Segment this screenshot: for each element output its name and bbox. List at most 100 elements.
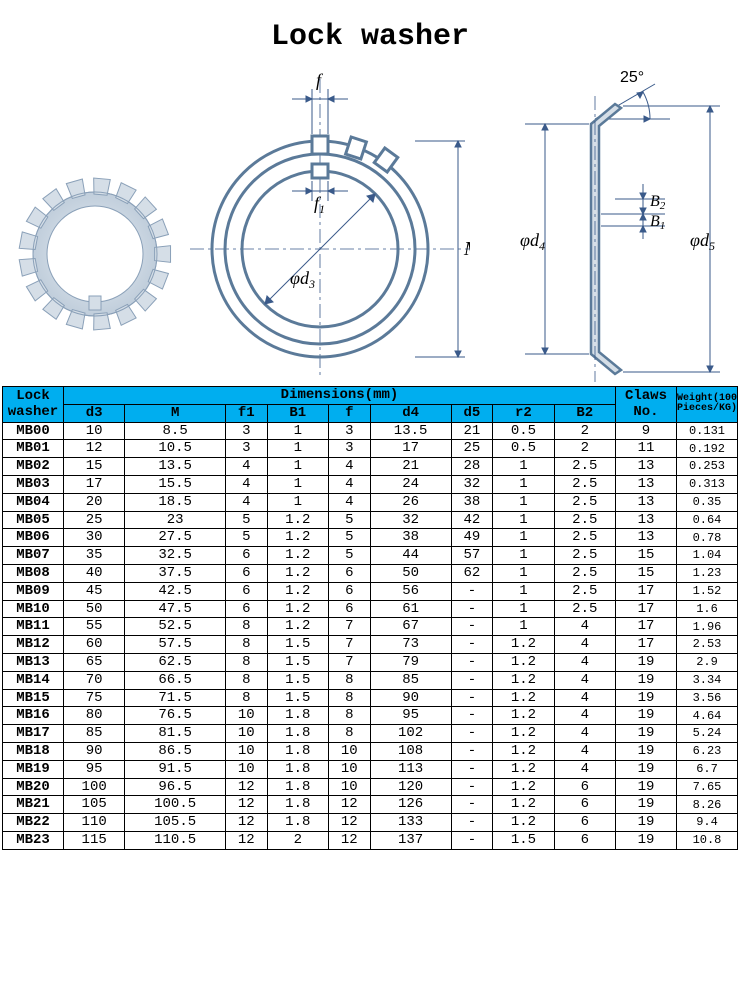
- table-cell: 1.2: [493, 707, 554, 725]
- table-cell: 4: [328, 475, 370, 493]
- table-cell: 12: [64, 440, 125, 458]
- table-cell: -: [451, 636, 493, 654]
- table-cell: 12: [225, 778, 267, 796]
- table-cell: -: [451, 796, 493, 814]
- table-cell: 81.5: [125, 725, 226, 743]
- table-cell: 28: [451, 458, 493, 476]
- svg-text:B1: B1: [650, 213, 665, 232]
- table-cell: 19: [615, 760, 676, 778]
- table-cell: 4: [328, 458, 370, 476]
- table-cell: 5.24: [676, 725, 737, 743]
- table-cell: 1.8: [267, 796, 328, 814]
- table-cell: 4: [554, 636, 615, 654]
- table-cell: 115: [64, 831, 125, 849]
- table-row: MB021513.5414212812.5130.253: [3, 458, 738, 476]
- table-cell: 120: [370, 778, 451, 796]
- table-cell: 57.5: [125, 636, 226, 654]
- table-cell: 96.5: [125, 778, 226, 796]
- table-cell: 27.5: [125, 529, 226, 547]
- table-cell: 42: [451, 511, 493, 529]
- table-cell: 18.5: [125, 493, 226, 511]
- table-cell: 4: [554, 725, 615, 743]
- table-cell: 80: [64, 707, 125, 725]
- table-cell: 6: [225, 582, 267, 600]
- table-cell: 2.5: [554, 475, 615, 493]
- table-cell: 6.7: [676, 760, 737, 778]
- table-row: MB199591.5101.810113-1.24196.7: [3, 760, 738, 778]
- table-cell: 10: [225, 742, 267, 760]
- table-cell: 95: [370, 707, 451, 725]
- table-cell: 10: [64, 422, 125, 440]
- table-cell: 2.5: [554, 458, 615, 476]
- table-cell: 1.2: [493, 671, 554, 689]
- table-cell: 6: [328, 582, 370, 600]
- table-cell: 13: [615, 493, 676, 511]
- table-cell: 10: [328, 778, 370, 796]
- table-cell: 1.04: [676, 547, 737, 565]
- table-cell: 32.5: [125, 547, 226, 565]
- table-cell: 17: [64, 475, 125, 493]
- table-cell: 7: [328, 653, 370, 671]
- table-cell: 40: [64, 564, 125, 582]
- table-cell: 1.2: [267, 529, 328, 547]
- table-cell: 0.64: [676, 511, 737, 529]
- table-cell: MB06: [3, 529, 64, 547]
- table-cell: 12: [328, 814, 370, 832]
- col-d4: d4: [370, 404, 451, 422]
- table-cell: 0.5: [493, 440, 554, 458]
- table-row: MB22110105.5121.812133-1.26199.4: [3, 814, 738, 832]
- table-cell: 102: [370, 725, 451, 743]
- technical-drawings: f f1 φd3 M: [10, 64, 730, 384]
- table-cell: 4: [554, 653, 615, 671]
- table-cell: -: [451, 653, 493, 671]
- table-cell: 126: [370, 796, 451, 814]
- table-cell: 1: [493, 547, 554, 565]
- table-cell: 0.35: [676, 493, 737, 511]
- table-cell: 105: [64, 796, 125, 814]
- table-cell: 6: [554, 814, 615, 832]
- table-cell: 1: [493, 564, 554, 582]
- table-cell: 23: [125, 511, 226, 529]
- svg-text:φd5: φd5: [690, 230, 715, 253]
- table-cell: 1.2: [493, 742, 554, 760]
- table-cell: 8.5: [125, 422, 226, 440]
- table-cell: 8: [225, 636, 267, 654]
- table-cell: 10: [225, 760, 267, 778]
- table-cell: 55: [64, 618, 125, 636]
- table-cell: 90: [64, 742, 125, 760]
- table-cell: 73: [370, 636, 451, 654]
- table-cell: MB12: [3, 636, 64, 654]
- table-cell: 5: [225, 529, 267, 547]
- table-cell: 4: [554, 689, 615, 707]
- table-cell: 8: [225, 689, 267, 707]
- table-cell: 12: [225, 831, 267, 849]
- table-cell: 76.5: [125, 707, 226, 725]
- table-cell: 0.192: [676, 440, 737, 458]
- table-cell: 1.2: [493, 778, 554, 796]
- col-weight: Weight(100 Pieces/KG): [676, 387, 737, 423]
- table-cell: 44: [370, 547, 451, 565]
- table-cell: 1.2: [267, 582, 328, 600]
- table-cell: 91.5: [125, 760, 226, 778]
- table-cell: 19: [615, 671, 676, 689]
- table-cell: 75: [64, 689, 125, 707]
- table-cell: 2.5: [554, 564, 615, 582]
- table-cell: 1: [493, 475, 554, 493]
- table-cell: -: [451, 671, 493, 689]
- table-cell: 13.5: [370, 422, 451, 440]
- table-cell: 8: [225, 653, 267, 671]
- table-cell: MB15: [3, 689, 64, 707]
- table-cell: MB08: [3, 564, 64, 582]
- table-cell: 1: [493, 600, 554, 618]
- table-cell: 1.2: [493, 796, 554, 814]
- table-cell: 10: [328, 760, 370, 778]
- table-cell: 10.5: [125, 440, 226, 458]
- table-cell: 1.8: [267, 707, 328, 725]
- table-cell: 6.23: [676, 742, 737, 760]
- table-cell: 12: [328, 831, 370, 849]
- table-cell: 56: [370, 582, 451, 600]
- svg-text:f1: f1: [314, 193, 325, 216]
- table-cell: 5: [328, 547, 370, 565]
- table-cell: MB02: [3, 458, 64, 476]
- table-cell: 66.5: [125, 671, 226, 689]
